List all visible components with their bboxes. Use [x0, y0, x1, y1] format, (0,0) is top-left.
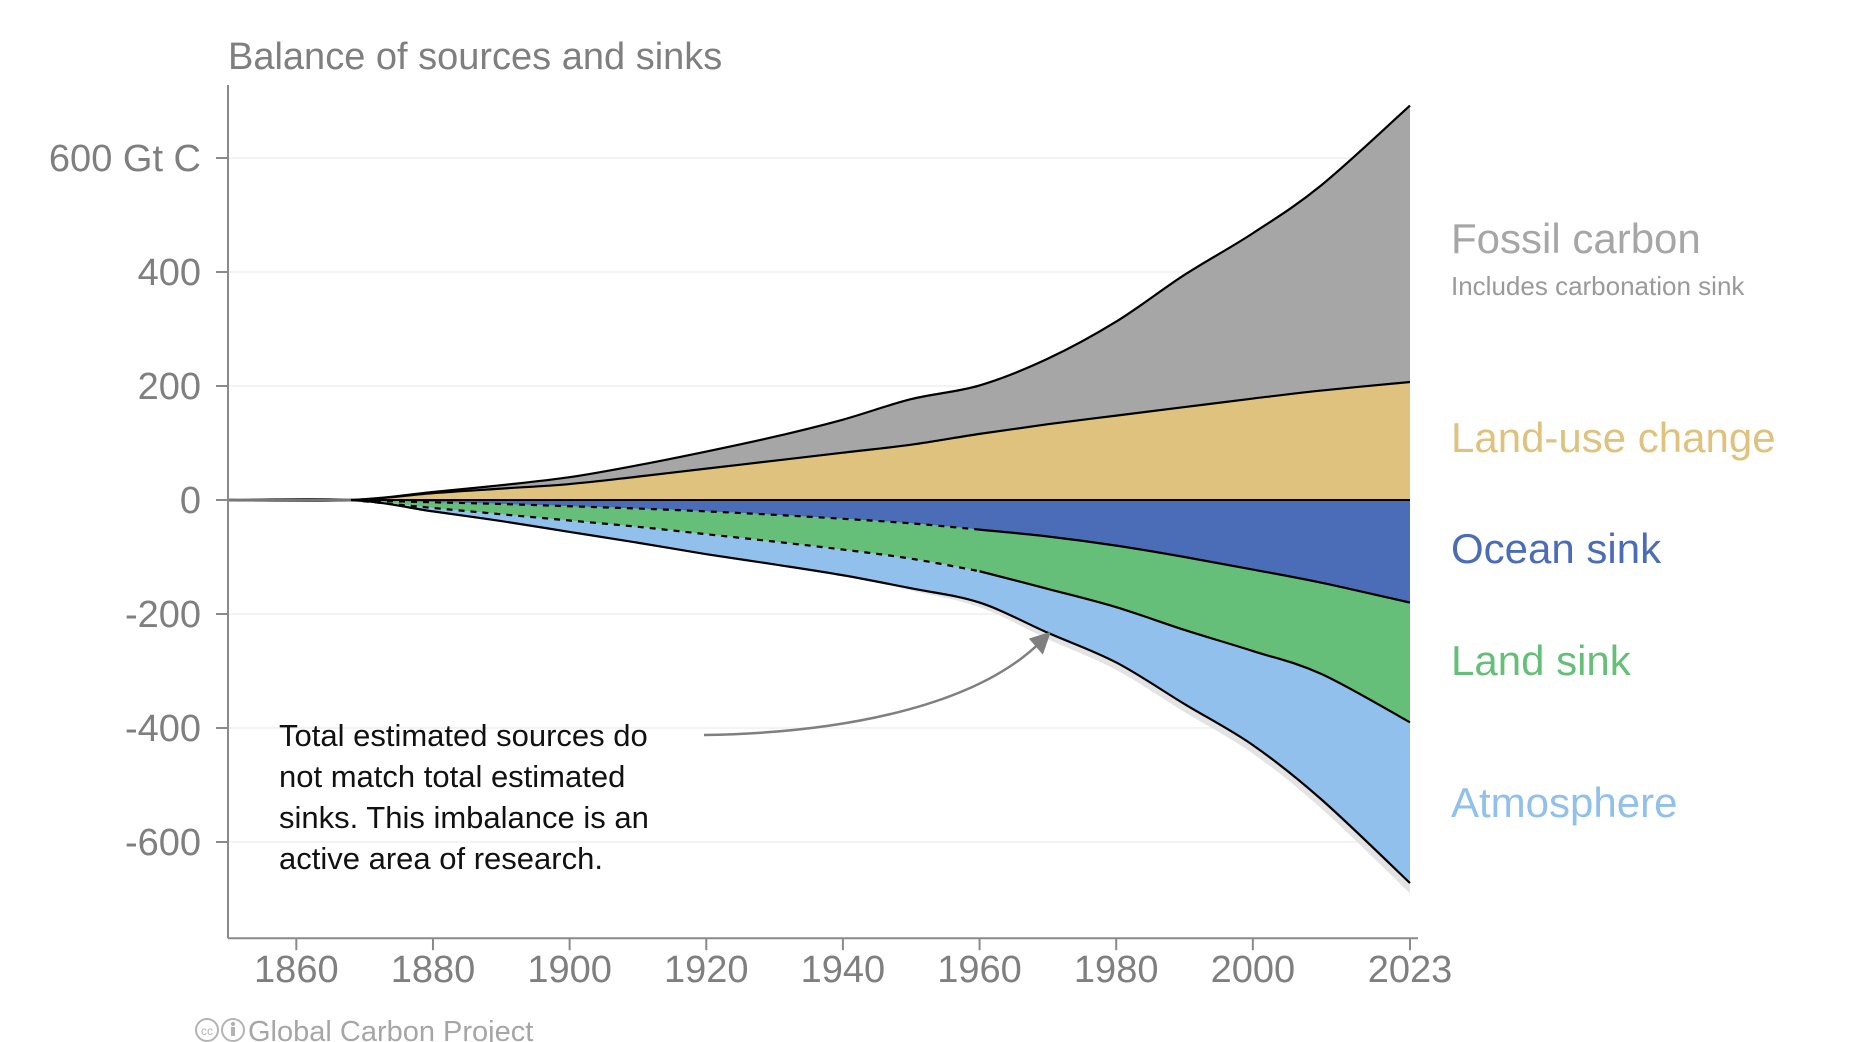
label-fossil-carbon: Fossil carbon: [1451, 215, 1701, 262]
atmosphere-boundary: [227, 498, 1411, 884]
y-tick-label: 200: [138, 366, 201, 408]
cc-license-icon: cc: [195, 1018, 219, 1042]
x-tick-label: 1880: [391, 949, 476, 991]
y-tick-label: -400: [125, 708, 201, 750]
x-tick-label: 2000: [1211, 949, 1296, 991]
land-boundary: [979, 570, 1411, 724]
annotation-arrow: [703, 640, 1042, 737]
x-tick-label: 1920: [664, 949, 749, 991]
arrow-head-icon: [1028, 631, 1051, 655]
label-ocean-sink: Ocean sink: [1451, 525, 1662, 572]
area-land-sink: [228, 499, 1410, 723]
y-tick-label: 600 Gt C: [49, 138, 201, 180]
boundary-lines: [227, 104, 1411, 884]
imbalance-annotation: Total estimated sources do not match tota…: [279, 631, 1051, 876]
attribution-icon: [221, 1018, 245, 1042]
axes: [216, 85, 1418, 951]
source-boundary-1: [227, 380, 1411, 502]
ocean-boundary: [979, 528, 1411, 604]
label-land-use-change: Land-use change: [1451, 414, 1776, 461]
x-tick-label: 1940: [801, 949, 886, 991]
y-tick-label: 0: [180, 480, 201, 522]
annotation-line: sinks. This imbalance is an: [279, 800, 649, 835]
ocean-boundary-dashed: [350, 498, 980, 531]
annotation-line: Total estimated sources do: [279, 718, 648, 753]
source-boundary-2: [227, 104, 1411, 502]
x-tick-label: 1900: [527, 949, 612, 991]
x-tick-label: 1980: [1074, 949, 1159, 991]
chart-title: Balance of sources and sinks: [228, 36, 722, 78]
annotation-line: not match total estimated: [279, 759, 625, 794]
credit: cc Global Carbon Project: [195, 1016, 533, 1042]
x-axis-tick-labels: 1860 1880 1900 1920 1940 1960 1980 2000 2023: [254, 949, 1452, 991]
y-tick-label: 400: [138, 252, 201, 294]
area-fossil-carbon: [228, 105, 1410, 501]
x-tick-label: 1960: [937, 949, 1022, 991]
y-tick-label: -600: [125, 822, 201, 864]
area-atmosphere: [228, 499, 1410, 884]
y-tick-label: -200: [125, 594, 201, 636]
x-tick-label: 1860: [254, 949, 339, 991]
label-land-sink: Land sink: [1451, 637, 1632, 684]
x-tick-label: 2023: [1368, 949, 1453, 991]
label-atmosphere: Atmosphere: [1451, 779, 1677, 826]
series-labels: Land-use change Fossil carbon Includes car…: [1451, 215, 1776, 826]
land-boundary-dashed: [350, 498, 980, 573]
svg-text:cc: cc: [201, 1024, 213, 1038]
label-note: Includes carbonation sink: [1451, 271, 1745, 301]
area-land-use-change: [228, 382, 1410, 501]
area-ocean-sink: [228, 499, 1410, 603]
annotation-line: active area of research.: [279, 841, 603, 876]
credit-text: Global Carbon Project: [248, 1016, 533, 1042]
y-axis-tick-labels: 600 Gt C 400 200 0 -200 -400 -600: [49, 138, 201, 864]
stacked-areas: [228, 105, 1410, 894]
